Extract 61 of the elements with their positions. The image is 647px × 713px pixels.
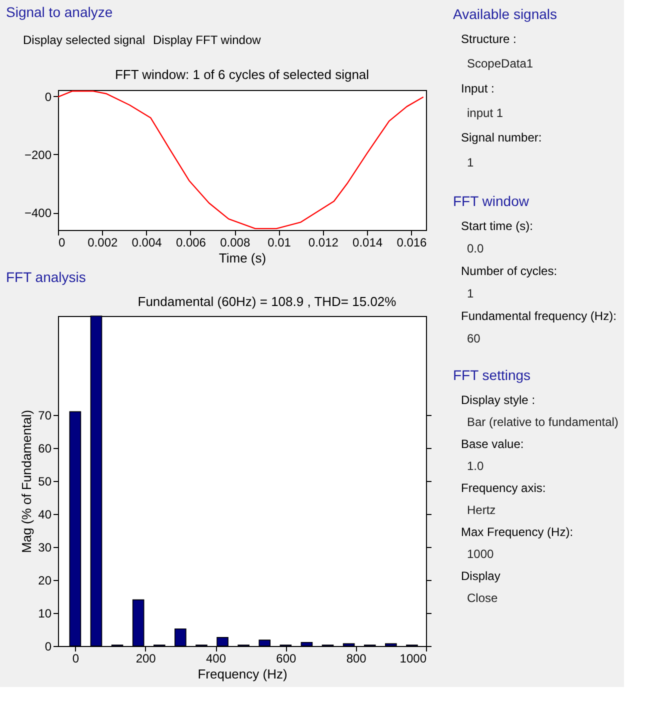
y-tick-label: 70 — [38, 408, 52, 422]
x-tick-label: 0.006 — [176, 236, 206, 250]
x-tick-label: 600 — [276, 652, 297, 666]
y-tick-label: −400 — [24, 206, 52, 220]
text: Display selected signal — [23, 33, 146, 47]
text: Max Frequency (Hz): — [461, 525, 574, 539]
y-axis-title: Mag (% of Fundamental) — [19, 410, 34, 554]
chart-title: FFT window: 1 of 6 cycles of selected signal — [114, 67, 370, 82]
x-tick-label: 0.016 — [396, 236, 428, 250]
text: Display style : — [461, 393, 536, 407]
x-axis-title: Frequency (Hz) — [198, 666, 288, 682]
y-tick-label: 40 — [38, 508, 52, 522]
chart-title: Fundamental (60Hz) = 108.9 , THD= 15.02% — [138, 294, 397, 309]
text: 0.0 — [467, 242, 484, 256]
y-tick-label: 20 — [38, 574, 52, 588]
text: input 1 — [467, 106, 504, 120]
x-tick-label: 0.002 — [88, 236, 118, 250]
text: Input : — [461, 81, 494, 96]
x-tick-label: 800 — [346, 652, 367, 666]
text: 1000 — [467, 547, 494, 561]
text: ScopeData1 — [467, 56, 534, 71]
text: Display — [461, 569, 500, 583]
text: FFT window — [453, 193, 530, 209]
text: Frequency axis: — [461, 481, 546, 495]
y-tick-label: 0 — [44, 640, 52, 654]
text: Hertz — [467, 503, 496, 517]
text: Close — [467, 591, 498, 605]
x-tick-label: 400 — [206, 652, 226, 666]
y-tick-label: 0 — [44, 90, 52, 104]
x-tick-label: 200 — [136, 652, 156, 666]
text: 1 — [467, 155, 474, 170]
x-tick-label: 0.008 — [220, 236, 250, 250]
x-tick-label: 0 — [72, 652, 80, 666]
x-tick-label: 0.01 — [268, 236, 292, 250]
x-axis-title: Time (s) — [218, 250, 266, 266]
y-tick-label: 30 — [38, 540, 52, 554]
y-tick-label: 60 — [38, 442, 52, 456]
text: Bar (relative to fundamental) — [467, 415, 618, 429]
text: Display FFT window — [153, 33, 262, 47]
x-tick-label: 1000 — [400, 652, 427, 666]
text: Start time (s): — [461, 219, 534, 233]
x-tick-label: 0.012 — [308, 236, 339, 250]
text: Signal number: — [461, 130, 542, 145]
x-tick-label: 0.014 — [352, 236, 383, 250]
text: 60 — [467, 332, 481, 346]
text: Structure : — [461, 32, 516, 46]
text: FFT analysis — [6, 269, 86, 285]
text: Base value: — [461, 437, 524, 451]
x-tick-label: 0.004 — [132, 236, 162, 250]
y-tick-label: 50 — [38, 474, 52, 488]
y-tick-label: 10 — [38, 606, 52, 620]
text: 1.0 — [467, 459, 484, 473]
text: FFT settings — [453, 367, 531, 383]
text: 1 — [467, 286, 474, 300]
text: Signal to analyze — [6, 4, 113, 20]
line-series — [57, 90, 424, 230]
text: Fundamental frequency (Hz): — [461, 309, 616, 323]
x-tick-label: 0 — [58, 236, 66, 250]
text: Available signals — [453, 6, 558, 22]
text: Number of cycles: — [461, 264, 558, 278]
y-tick-label: −200 — [24, 148, 52, 162]
